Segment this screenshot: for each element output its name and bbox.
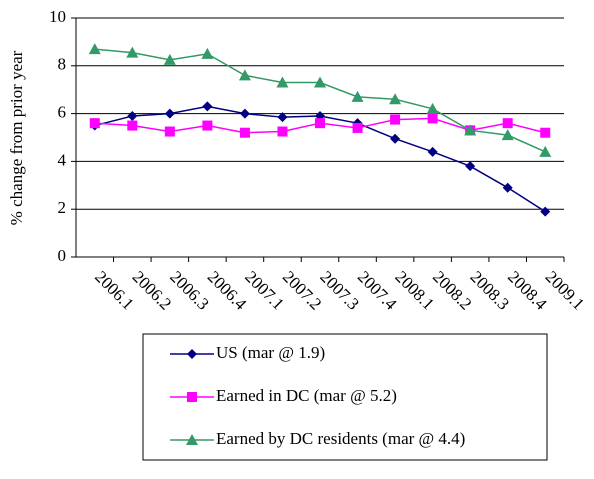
- x-tick-label: 2006.1: [91, 267, 137, 313]
- marker: [127, 110, 138, 121]
- marker: [239, 108, 250, 119]
- series-line: [94, 48, 546, 153]
- marker: [187, 392, 197, 402]
- y-tick-label: 4: [58, 150, 67, 169]
- marker: [164, 126, 175, 137]
- marker: [501, 129, 514, 141]
- y-tick-label: 10: [49, 7, 66, 26]
- marker: [390, 133, 401, 144]
- marker: [127, 120, 138, 131]
- x-tick-label: 2008.1: [391, 267, 437, 313]
- marker: [239, 127, 250, 138]
- marker: [276, 76, 289, 88]
- y-axis-label: % change from prior year: [7, 50, 26, 225]
- marker: [427, 146, 438, 157]
- x-tick-label: 2008.4: [504, 267, 551, 314]
- marker: [88, 43, 101, 55]
- marker: [502, 182, 513, 193]
- marker: [539, 145, 552, 157]
- y-tick-label: 2: [58, 198, 67, 217]
- marker: [277, 112, 288, 123]
- y-tick-label: 8: [58, 55, 67, 74]
- marker: [315, 118, 325, 129]
- marker: [540, 127, 551, 138]
- x-tick-label: 2008.2: [429, 267, 475, 313]
- marker: [277, 126, 288, 137]
- marker: [89, 118, 100, 129]
- marker: [238, 69, 251, 81]
- marker: [426, 102, 439, 114]
- marker: [464, 124, 477, 136]
- marker: [465, 161, 476, 172]
- marker: [126, 46, 139, 58]
- marker: [390, 114, 401, 125]
- marker: [201, 47, 214, 59]
- x-tick-label: 2007.3: [316, 267, 362, 313]
- y-tick-label: 6: [58, 103, 67, 122]
- x-tick-label: 2006.4: [204, 267, 251, 314]
- x-tick-label: 2006.3: [166, 267, 212, 313]
- marker: [187, 349, 197, 359]
- marker: [351, 90, 364, 102]
- x-tick-label: 2009.1: [542, 267, 588, 313]
- marker: [427, 113, 438, 124]
- marker: [164, 108, 175, 119]
- x-tick-label: 2007.2: [279, 267, 325, 313]
- legend-box: [142, 333, 548, 461]
- x-tick-label: 2006.2: [129, 267, 175, 313]
- marker: [202, 101, 213, 112]
- x-tick-label: 2007.4: [354, 267, 401, 314]
- marker: [186, 434, 198, 445]
- legend-label: US (mar @ 1.9): [216, 343, 325, 362]
- marker: [389, 93, 402, 105]
- marker: [540, 206, 551, 217]
- marker: [202, 120, 213, 131]
- legend-label: Earned by DC residents (mar @ 4.4): [216, 429, 465, 448]
- y-tick-label: 0: [58, 246, 67, 265]
- marker: [352, 122, 363, 133]
- x-tick-label: 2008.3: [467, 267, 513, 313]
- legend-label: Earned in DC (mar @ 5.2): [216, 386, 397, 405]
- x-tick-label: 2007.1: [241, 267, 287, 313]
- marker: [314, 76, 326, 88]
- marker: [163, 53, 176, 65]
- marker: [502, 118, 513, 129]
